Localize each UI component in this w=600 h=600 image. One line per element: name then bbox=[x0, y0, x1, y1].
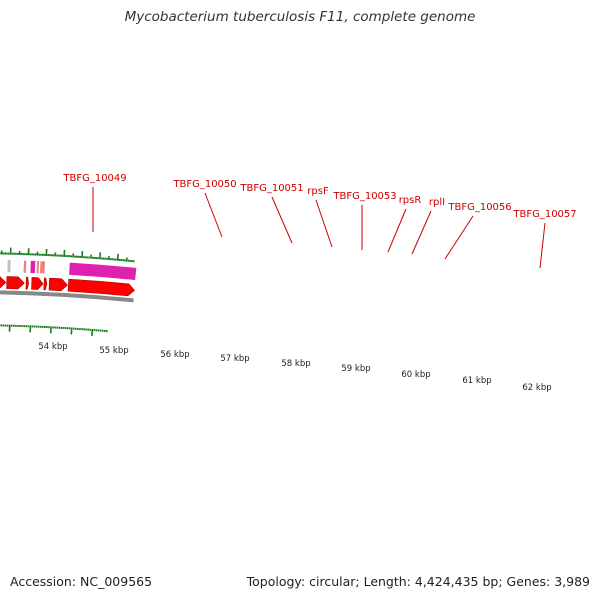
scale-tick-major bbox=[91, 328, 94, 336]
function-block-6 bbox=[35, 260, 40, 275]
gene-label-rplI: rplI bbox=[429, 197, 445, 208]
label-leader-line bbox=[204, 192, 223, 238]
genome-backbone bbox=[0, 290, 134, 303]
scale-tick-ring bbox=[0, 324, 108, 336]
function-block-8 bbox=[68, 261, 138, 281]
scale-label: 56 kbp bbox=[160, 350, 189, 360]
function-block-3 bbox=[6, 259, 12, 274]
cds-track bbox=[0, 276, 135, 297]
cds-arrow-4 bbox=[6, 276, 25, 290]
function-block-5 bbox=[29, 259, 37, 274]
gene-label-TBFG_10049: TBFG_10049 bbox=[62, 173, 126, 184]
gene-label-leaders bbox=[92, 187, 546, 269]
outer-tick bbox=[98, 252, 102, 260]
scale-label: 62 kbp bbox=[522, 383, 551, 393]
gene-label-TBFG_10053: TBFG_10053 bbox=[332, 191, 396, 202]
cds-arrow-3 bbox=[0, 276, 7, 289]
scale-label: 54 kbp bbox=[38, 342, 67, 352]
gene-label-TBFG_10057: TBFG_10057 bbox=[512, 209, 576, 220]
scale-label: 55 kbp bbox=[99, 346, 128, 356]
cds-arrow-7 bbox=[43, 277, 48, 291]
function-block-7 bbox=[39, 260, 46, 275]
map-title: Mycobacterium tuberculosis F11, complete… bbox=[124, 9, 476, 25]
label-leader-line bbox=[539, 222, 546, 269]
outer-tick bbox=[116, 253, 119, 261]
cds-arrow-9 bbox=[67, 278, 135, 297]
genome-summary-text: Topology: circular; Length: 4,424,435 bp… bbox=[246, 574, 590, 589]
function-block-4 bbox=[22, 259, 28, 274]
gene-label-TBFG_10051: TBFG_10051 bbox=[239, 183, 303, 194]
gene-label-TBFG_10050: TBFG_10050 bbox=[172, 179, 236, 190]
gene-label-rpsR: rpsR bbox=[399, 195, 422, 206]
accession-text: Accession: NC_009565 bbox=[10, 574, 153, 589]
scale-label: 61 kbp bbox=[462, 376, 491, 386]
scale-label: 58 kbp bbox=[281, 359, 310, 369]
function-track bbox=[6, 259, 138, 281]
scale-label: 57 kbp bbox=[220, 354, 249, 364]
gene-label-rpsF: rpsF bbox=[307, 186, 329, 197]
cds-arrow-6 bbox=[31, 277, 44, 290]
cds-arrow-8 bbox=[48, 277, 68, 292]
label-leader-line bbox=[411, 210, 432, 255]
label-leader-line bbox=[271, 196, 293, 244]
backbone-ring bbox=[0, 290, 134, 303]
cds-arrow-5 bbox=[25, 276, 29, 290]
label-leader-line bbox=[387, 208, 407, 253]
outer-tick-ring bbox=[0, 247, 135, 263]
label-leader-line bbox=[444, 215, 474, 260]
scale-labels: 54 kbp 55 kbp 56 kbp 57 kbp 58 kbp 59 kbp 60 k… bbox=[38, 342, 551, 393]
gene-label-TBFG_10056: TBFG_10056 bbox=[447, 202, 511, 213]
label-leader-line bbox=[315, 199, 333, 248]
scale-label: 60 kbp bbox=[401, 370, 430, 380]
scale-label: 59 kbp bbox=[341, 364, 370, 374]
